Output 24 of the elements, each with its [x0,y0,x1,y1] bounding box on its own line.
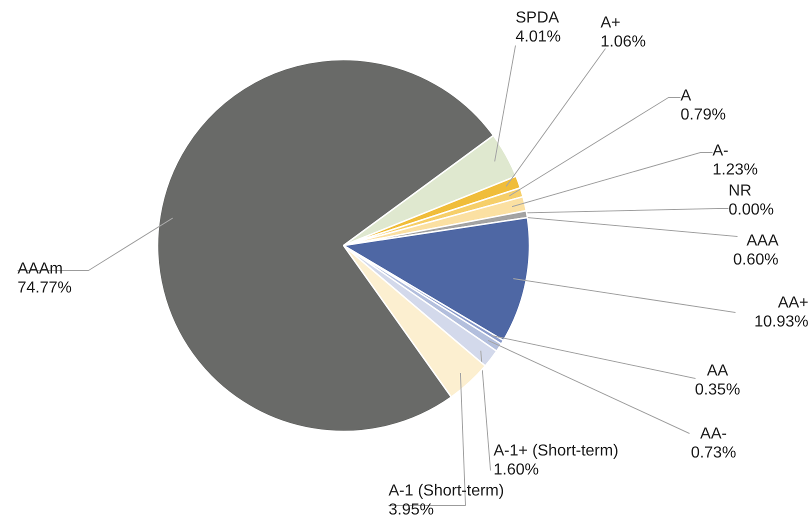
slice-label: A-1 (Short-term) [388,482,504,500]
data-label: 3.95% [388,501,434,518]
data-label: 0.73% [690,444,736,462]
slice-label: AA- [700,426,727,443]
data-label: 4.01% [516,28,561,46]
slice-label: AA+ [778,294,808,312]
data-label: 10.93% [754,313,808,330]
data-label: 0.79% [680,106,726,124]
slice-label: AA [706,362,728,380]
slice-label: AAA [746,232,779,250]
slice-label: SPDA [516,10,560,27]
slice-label: AAAm [18,260,63,278]
category-label: NR [728,182,752,200]
data-label: 1.60% [494,461,539,478]
slice-label: A+ [600,14,621,32]
data-label: 0.35% [694,381,740,398]
data-label: 1.23% [712,161,758,178]
slice-label: A- [712,142,728,160]
text: 0.00% [728,201,774,218]
data-label: 0.60% [733,251,779,268]
data-label: 74.77% [18,279,72,296]
slice-label: A [680,88,692,105]
slice-label: A-1+ (Short-term) [494,442,618,460]
data-label: 1.06% [600,33,646,50]
